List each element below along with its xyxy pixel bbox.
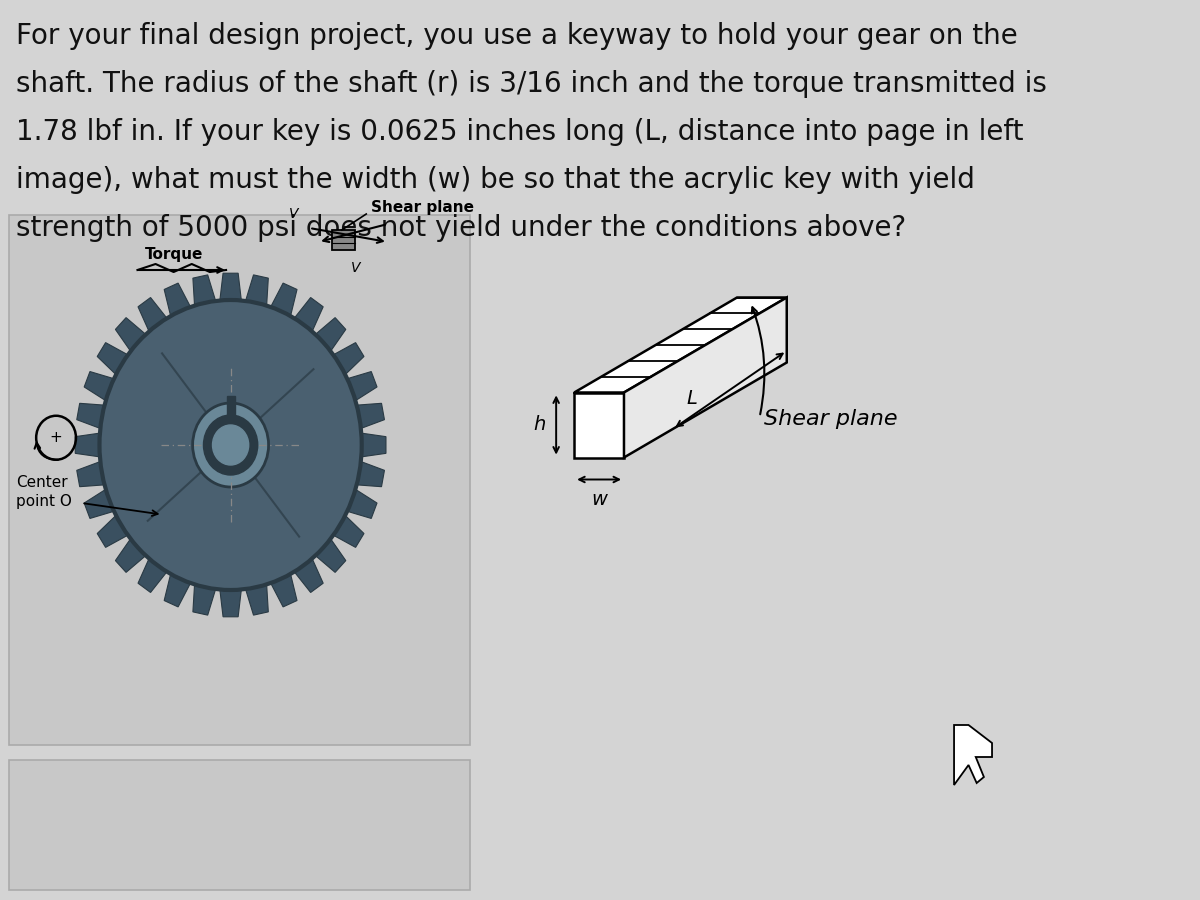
Polygon shape [271, 574, 298, 607]
Circle shape [204, 415, 258, 475]
Polygon shape [84, 490, 114, 518]
Text: V: V [289, 207, 299, 221]
Text: image), what must the width (w) be so that the acrylic key with yield: image), what must the width (w) be so th… [17, 166, 976, 194]
Polygon shape [356, 462, 384, 487]
Polygon shape [316, 318, 346, 351]
Polygon shape [164, 284, 191, 316]
Polygon shape [294, 559, 323, 592]
Polygon shape [97, 516, 128, 547]
Text: shaft. The radius of the shaft (r) is 3/16 inch and the torque transmitted is: shaft. The radius of the shaft (r) is 3/… [17, 70, 1048, 98]
Polygon shape [84, 372, 114, 400]
Polygon shape [246, 584, 269, 615]
Polygon shape [334, 516, 364, 547]
Polygon shape [138, 298, 167, 331]
Polygon shape [271, 284, 298, 316]
Polygon shape [246, 274, 269, 306]
Text: w: w [592, 490, 607, 509]
Bar [227, 396, 235, 416]
Polygon shape [575, 298, 787, 392]
Polygon shape [347, 372, 377, 400]
Polygon shape [220, 590, 241, 616]
Polygon shape [115, 318, 145, 351]
Polygon shape [220, 274, 241, 301]
Polygon shape [954, 725, 992, 785]
Text: Torque: Torque [144, 247, 203, 262]
Text: Center
point O: Center point O [17, 475, 72, 508]
Text: strength of 5000 psi does not yield under the conditions above?: strength of 5000 psi does not yield unde… [17, 214, 906, 242]
Polygon shape [316, 539, 346, 572]
Polygon shape [361, 433, 386, 457]
Polygon shape [334, 343, 364, 374]
Polygon shape [193, 584, 216, 615]
Text: For your final design project, you use a keyway to hold your gear on the: For your final design project, you use a… [17, 22, 1018, 50]
Text: V: V [350, 261, 360, 275]
Circle shape [100, 300, 361, 590]
Polygon shape [138, 559, 167, 592]
Bar [10, 215, 470, 745]
Polygon shape [77, 403, 104, 428]
Polygon shape [164, 574, 191, 607]
Circle shape [212, 425, 248, 465]
Text: h: h [534, 416, 546, 435]
Polygon shape [115, 539, 145, 572]
Bar [10, 760, 470, 890]
Polygon shape [575, 392, 624, 457]
Text: Shear plane: Shear plane [371, 200, 474, 215]
Polygon shape [97, 343, 128, 374]
Polygon shape [356, 403, 384, 428]
Text: 1.78 lbf in. If your key is 0.0625 inches long (L, distance into page in left: 1.78 lbf in. If your key is 0.0625 inche… [17, 118, 1024, 146]
Polygon shape [624, 298, 787, 457]
Polygon shape [294, 298, 323, 331]
Text: +: + [49, 430, 62, 446]
Polygon shape [76, 433, 100, 457]
Polygon shape [193, 274, 216, 306]
Text: Shear plane: Shear plane [764, 409, 898, 429]
Circle shape [193, 403, 269, 487]
Polygon shape [347, 490, 377, 518]
Polygon shape [77, 462, 104, 487]
Bar [332, 230, 355, 250]
Text: L: L [686, 389, 697, 408]
